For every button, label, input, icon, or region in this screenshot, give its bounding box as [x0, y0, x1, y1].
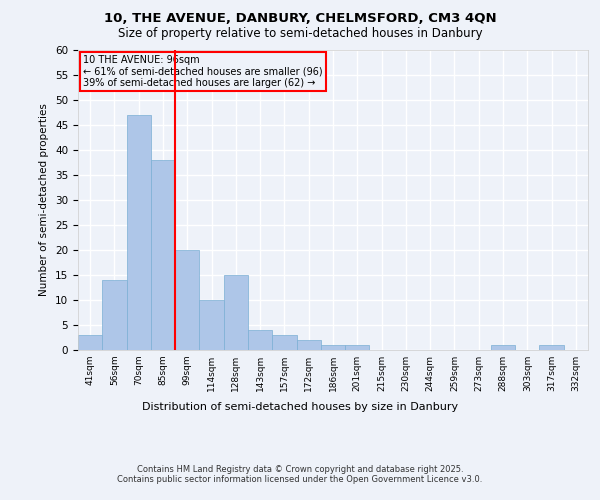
- Bar: [539, 345, 564, 350]
- Bar: [199, 300, 224, 350]
- Bar: [345, 345, 370, 350]
- Text: Contains HM Land Registry data © Crown copyright and database right 2025.
Contai: Contains HM Land Registry data © Crown c…: [118, 465, 482, 484]
- Bar: [224, 275, 248, 350]
- Bar: [248, 330, 272, 350]
- Bar: [151, 160, 175, 350]
- Bar: [296, 340, 321, 350]
- Text: 10 THE AVENUE: 96sqm
← 61% of semi-detached houses are smaller (96)
39% of semi-: 10 THE AVENUE: 96sqm ← 61% of semi-detac…: [83, 54, 323, 88]
- Bar: [491, 345, 515, 350]
- Text: Distribution of semi-detached houses by size in Danbury: Distribution of semi-detached houses by …: [142, 402, 458, 412]
- Bar: [78, 335, 102, 350]
- Bar: [321, 345, 345, 350]
- Bar: [127, 115, 151, 350]
- Bar: [102, 280, 127, 350]
- Text: Size of property relative to semi-detached houses in Danbury: Size of property relative to semi-detach…: [118, 28, 482, 40]
- Bar: [272, 335, 296, 350]
- Y-axis label: Number of semi-detached properties: Number of semi-detached properties: [40, 104, 49, 296]
- Bar: [175, 250, 199, 350]
- Text: 10, THE AVENUE, DANBURY, CHELMSFORD, CM3 4QN: 10, THE AVENUE, DANBURY, CHELMSFORD, CM3…: [104, 12, 496, 26]
